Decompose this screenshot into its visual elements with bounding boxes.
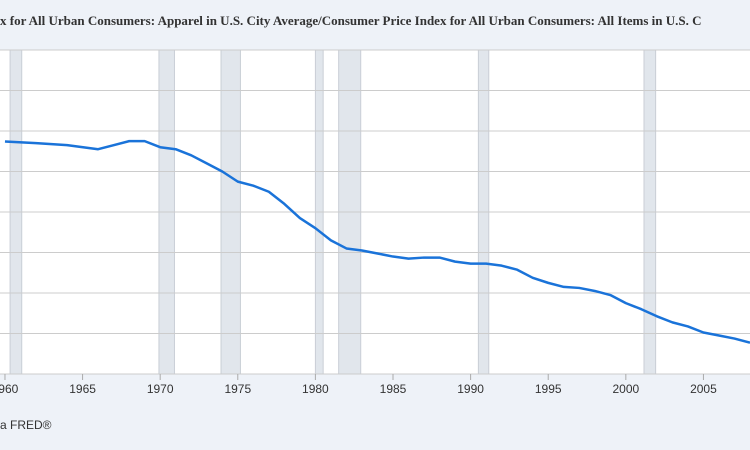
x-tick-label: 2000: [612, 382, 639, 396]
x-tick-label: 2005: [690, 382, 717, 396]
x-tick-label: 1985: [380, 382, 407, 396]
x-tick-label: 1965: [69, 382, 96, 396]
x-tick-label: 1990: [457, 382, 484, 396]
x-tick-label: 1980: [302, 382, 329, 396]
x-tick-label: 1960: [0, 382, 19, 396]
x-tick-label: 1995: [535, 382, 562, 396]
x-tick-label: 1970: [147, 382, 174, 396]
source: a FRED®: [0, 418, 52, 432]
chart-title: x for All Urban Consumers: Apparel in U.…: [0, 13, 702, 28]
series-line: [4, 139, 750, 344]
x-tick-label: 1975: [224, 382, 251, 396]
